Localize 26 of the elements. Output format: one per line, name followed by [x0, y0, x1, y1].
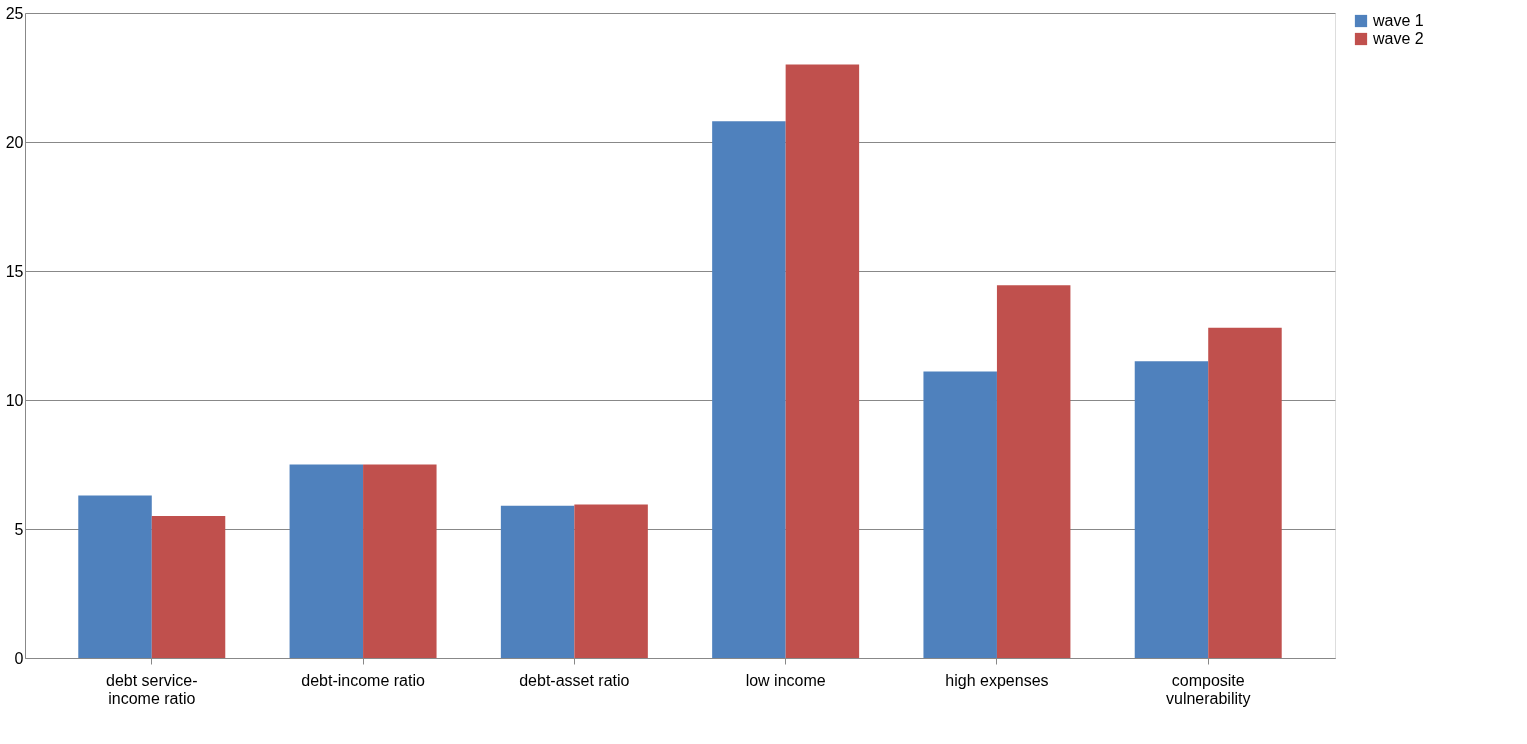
- bar: [1134, 361, 1209, 658]
- bar: [712, 121, 786, 658]
- y-tick-label: 25: [5, 4, 24, 22]
- bar: [923, 371, 997, 658]
- x-tick-label: composite vulnerability: [1165, 671, 1251, 707]
- x-tick-label: high expenses: [945, 671, 1049, 689]
- bar: [78, 495, 152, 658]
- y-tick-label: 20: [5, 133, 24, 151]
- bar: [363, 464, 437, 658]
- x-tick-label: debt-income ratio: [301, 671, 425, 689]
- y-tick-label: 15: [5, 262, 24, 280]
- bar: [574, 504, 648, 658]
- bar: [151, 516, 226, 658]
- y-tick-label: 5: [14, 520, 24, 538]
- legend-label: wave 2: [1372, 30, 1424, 47]
- legend-label: wave 1: [1372, 12, 1424, 29]
- bar: [996, 285, 1071, 658]
- y-tick-label: 10: [5, 391, 24, 409]
- bar: [1208, 327, 1282, 658]
- x-tick-label: debt service-income ratio: [105, 671, 198, 707]
- bar: [500, 505, 575, 658]
- y-tick-label: 0: [14, 649, 24, 667]
- bar: [785, 64, 860, 658]
- bar: [289, 464, 364, 658]
- x-tick-label: low income: [745, 671, 826, 689]
- x-tick-label: debt-asset ratio: [519, 671, 630, 689]
